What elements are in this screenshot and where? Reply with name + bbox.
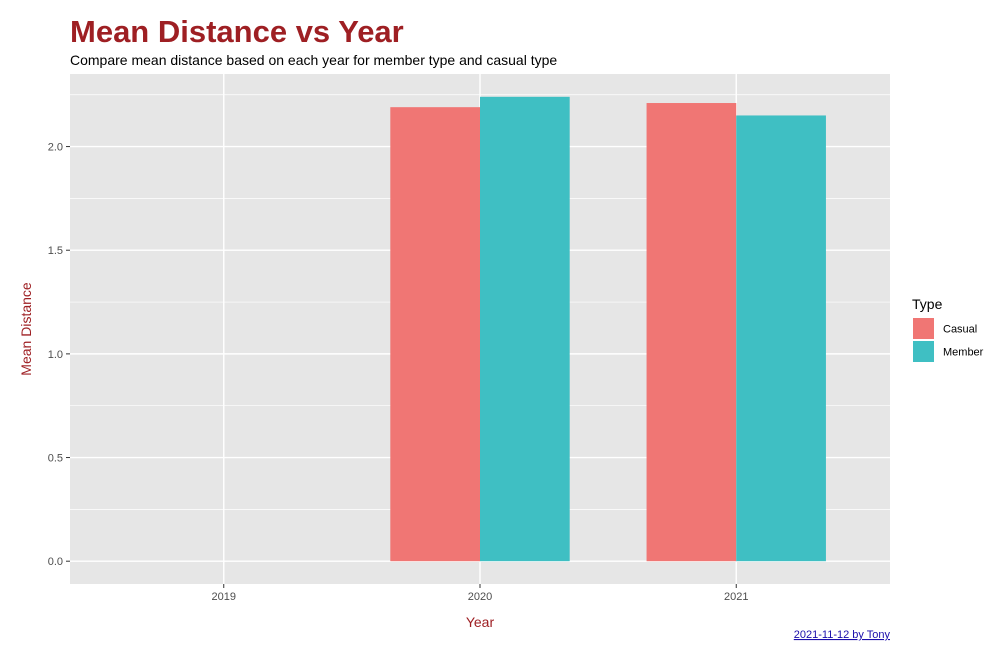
bars	[390, 96, 826, 562]
legend-label-casual: Casual	[943, 324, 977, 336]
y-tick-label: 2.0	[48, 142, 63, 154]
x-axis-title: Year	[466, 614, 495, 630]
legend-key-casual	[913, 318, 934, 339]
legend: Type Casual Member	[912, 296, 984, 362]
bar-member-2021	[736, 115, 826, 562]
chart-subtitle: Compare mean distance based on each year…	[70, 52, 557, 68]
y-axis-title: Mean Distance	[18, 282, 34, 376]
y-tick-label: 1.0	[48, 349, 63, 361]
y-axis: 0.0 0.5 1.0 1.5 2.0	[48, 142, 70, 568]
bar-casual-2020	[390, 107, 480, 562]
legend-key-member	[913, 341, 934, 362]
bar-member-2020	[480, 96, 570, 562]
x-tick-label: 2021	[724, 591, 748, 603]
x-tick-label: 2019	[212, 591, 236, 603]
y-tick-label: 0.0	[48, 556, 63, 568]
y-tick-label: 0.5	[48, 453, 63, 465]
legend-label-member: Member	[943, 347, 984, 359]
legend-title: Type	[912, 296, 943, 312]
bar-casual-2021	[646, 103, 737, 562]
chart-title: Mean Distance vs Year	[70, 14, 404, 49]
caption-link[interactable]: 2021-11-12 by Tony	[794, 629, 891, 641]
x-tick-label: 2020	[468, 591, 492, 603]
y-tick-label: 1.5	[48, 245, 63, 257]
x-axis: 2019 2020 2021	[212, 584, 748, 603]
